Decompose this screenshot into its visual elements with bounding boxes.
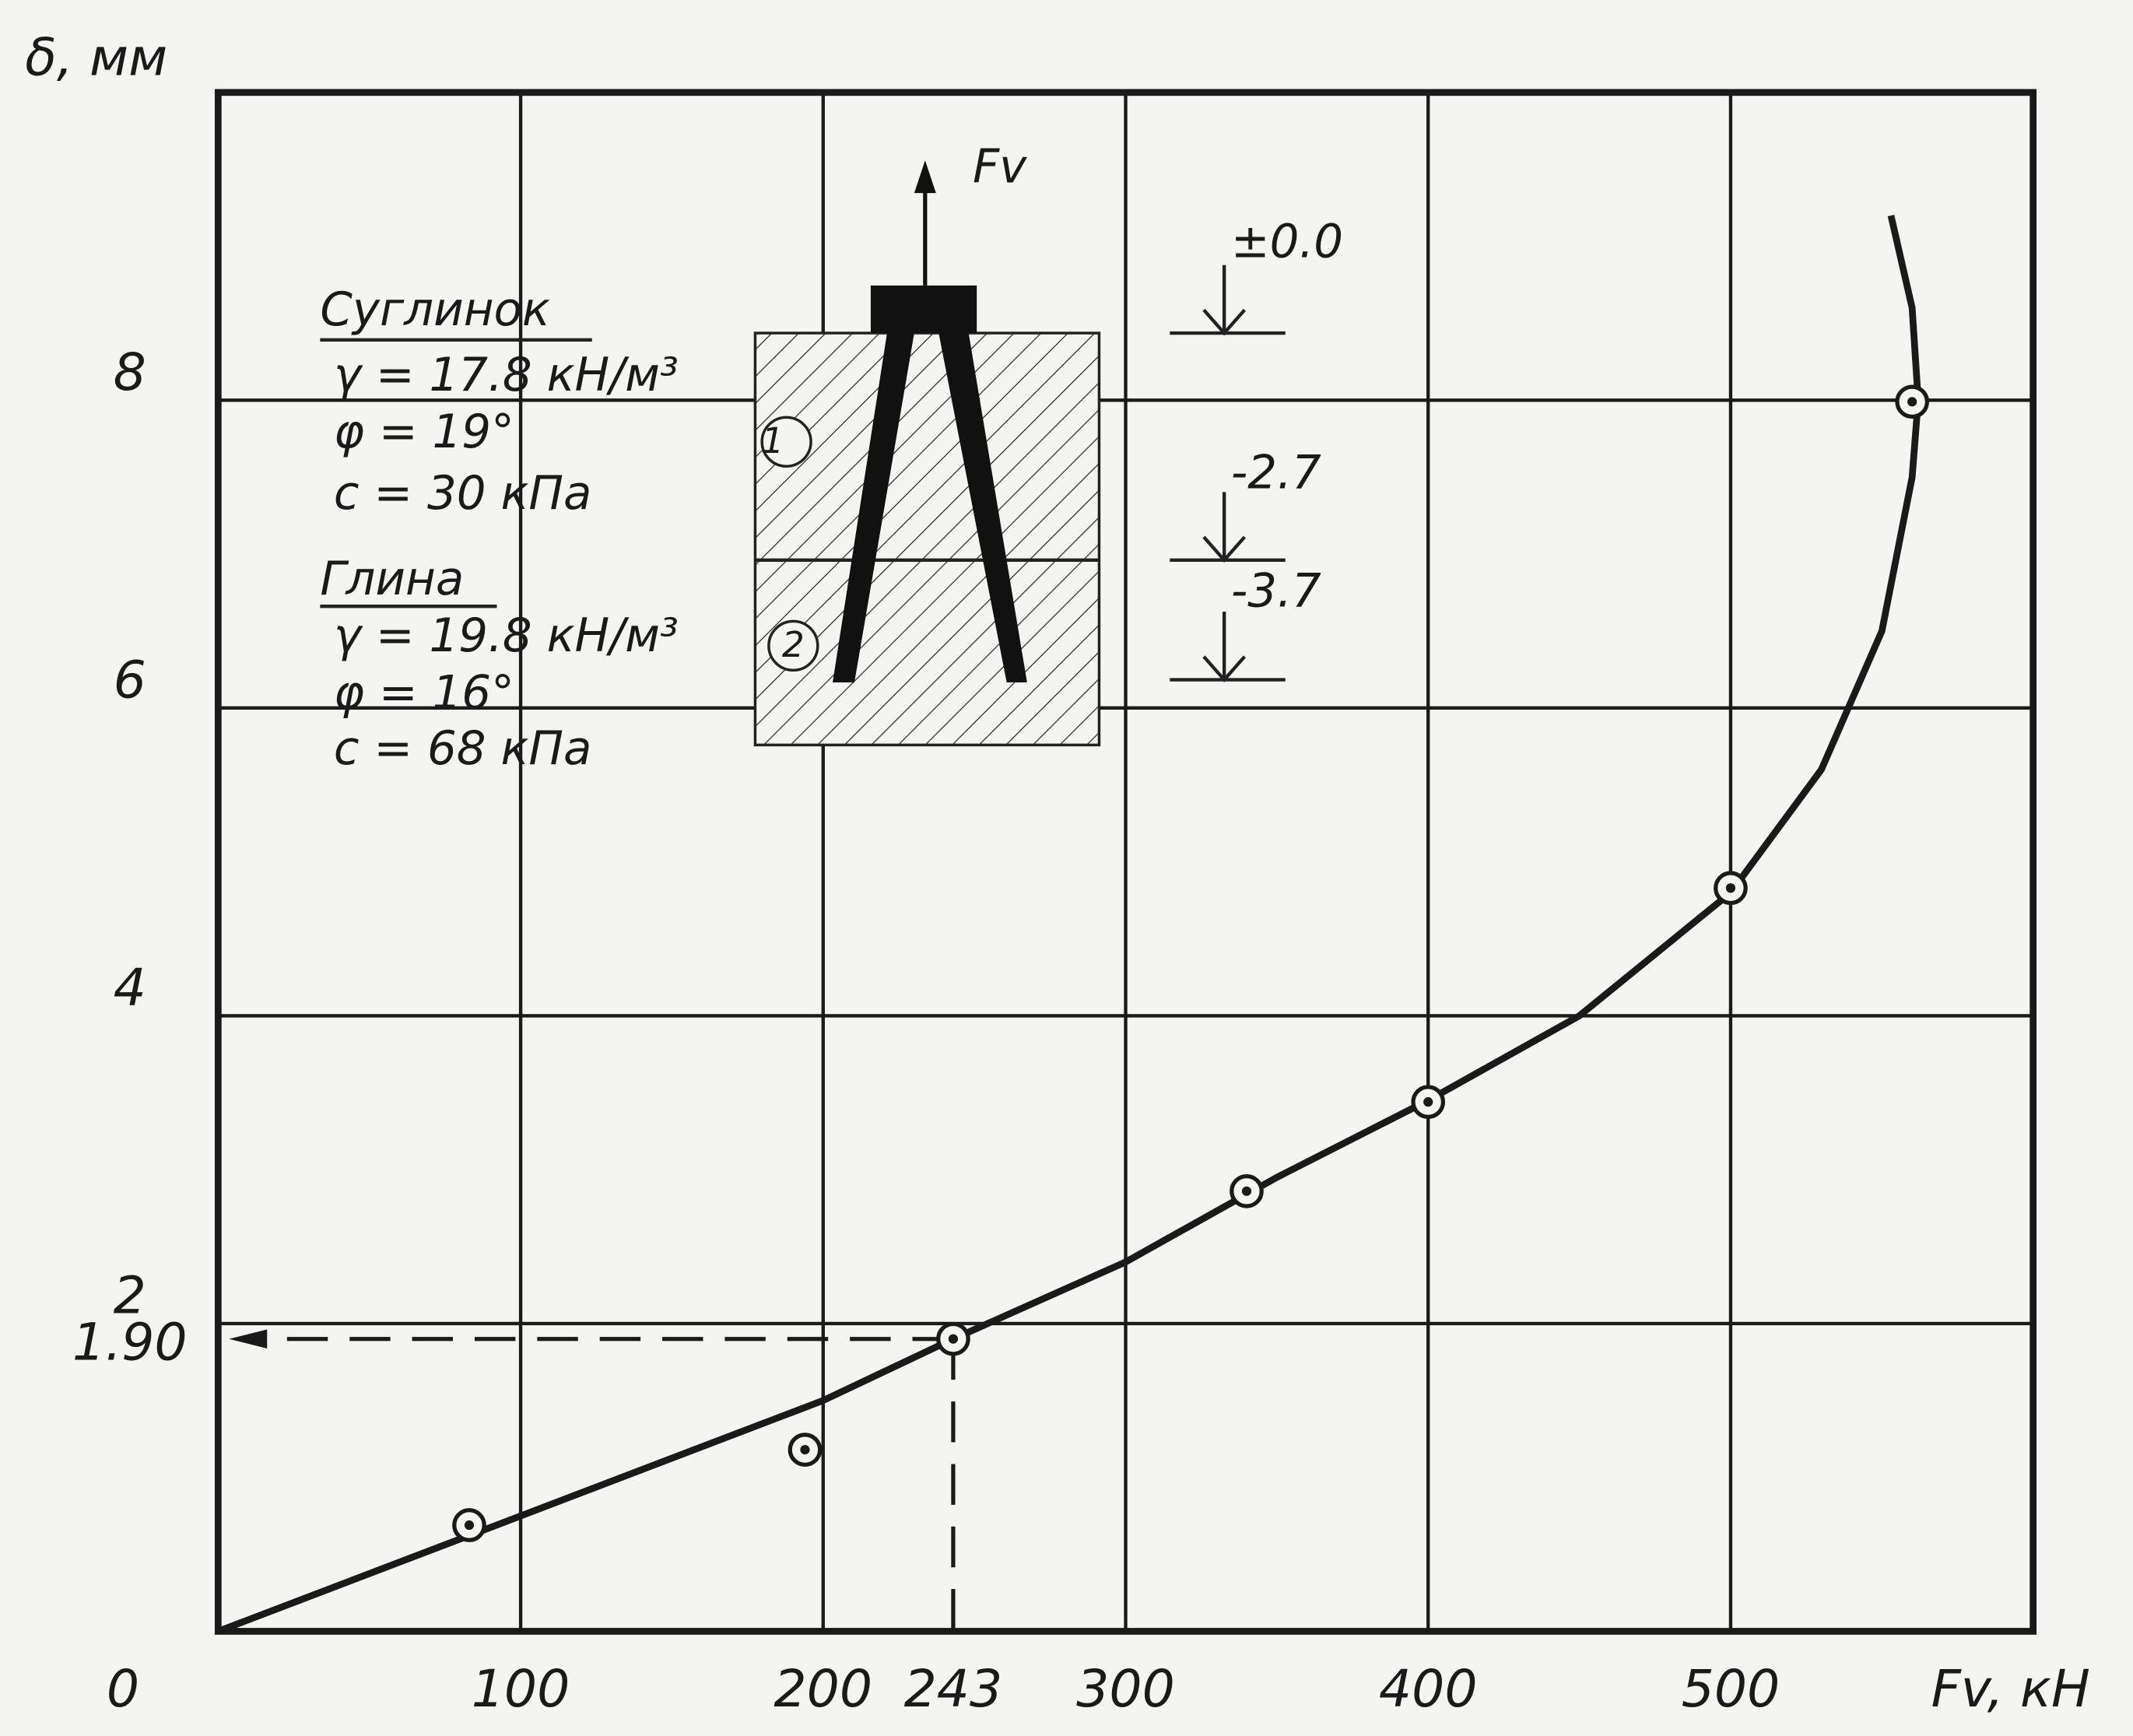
point-dot: [1423, 1097, 1433, 1106]
soil-param: c = 68 кПа: [334, 722, 592, 776]
data-point: [938, 1324, 968, 1354]
reference-y-label: 1.90: [72, 1312, 188, 1373]
level-label: ±0.0: [1231, 216, 1343, 269]
point-dot: [800, 1445, 809, 1454]
soil-name: Глина: [320, 552, 464, 606]
level-label: -2.7: [1231, 447, 1321, 500]
page: {"chart_data": { "type": "line", "x_labe…: [0, 0, 2133, 1736]
point-dot: [949, 1334, 958, 1344]
background: [1, 0, 2132, 1736]
point-dot: [1907, 397, 1917, 406]
y-tick-label: 8: [114, 342, 146, 402]
chart: Fv 1 2 ±0.0 -2.7 -3.7 Суглинок γ = 17.8 …: [0, 0, 2133, 1736]
soil-param: c = 30 кПа: [334, 467, 592, 521]
y-tick-label: 6: [114, 649, 146, 710]
x-tick-label: 100: [472, 1658, 570, 1719]
soil-param: γ = 19.8 кН/м³: [334, 609, 679, 663]
point-dot: [465, 1520, 474, 1530]
pile-cap: [871, 286, 977, 333]
data-point: [1413, 1087, 1443, 1117]
data-point: [1897, 387, 1927, 416]
x-tick-label: 300: [1076, 1658, 1175, 1719]
y-tick-label: 4: [114, 957, 146, 1018]
soil-param: φ = 19°: [334, 405, 514, 459]
point-dot: [1242, 1187, 1251, 1196]
reference-x-label: 243: [904, 1658, 1003, 1719]
x-axis-label: Fv, кН: [1931, 1658, 2090, 1719]
data-point: [790, 1435, 819, 1464]
x-tick-label: 500: [1682, 1658, 1780, 1719]
x-tick-label: 400: [1379, 1658, 1478, 1719]
soil-block: [755, 333, 1099, 745]
point-dot: [1726, 883, 1735, 893]
soil-name: Суглинок: [320, 283, 550, 337]
x-tick-label: 200: [774, 1658, 872, 1719]
level-label: -3.7: [1231, 565, 1321, 619]
force-label: Fv: [973, 140, 1027, 194]
y-axis-label: δ, мм: [25, 27, 167, 88]
soil-param: φ = 16°: [334, 667, 514, 721]
soil-param: γ = 17.8 кН/м³: [334, 349, 679, 402]
data-point: [1232, 1177, 1261, 1206]
x-tick-label: 0: [107, 1658, 139, 1719]
data-point: [1716, 873, 1745, 903]
data-point: [454, 1510, 484, 1540]
layer-number: 2: [782, 624, 805, 665]
layer-number: 1: [762, 420, 784, 461]
